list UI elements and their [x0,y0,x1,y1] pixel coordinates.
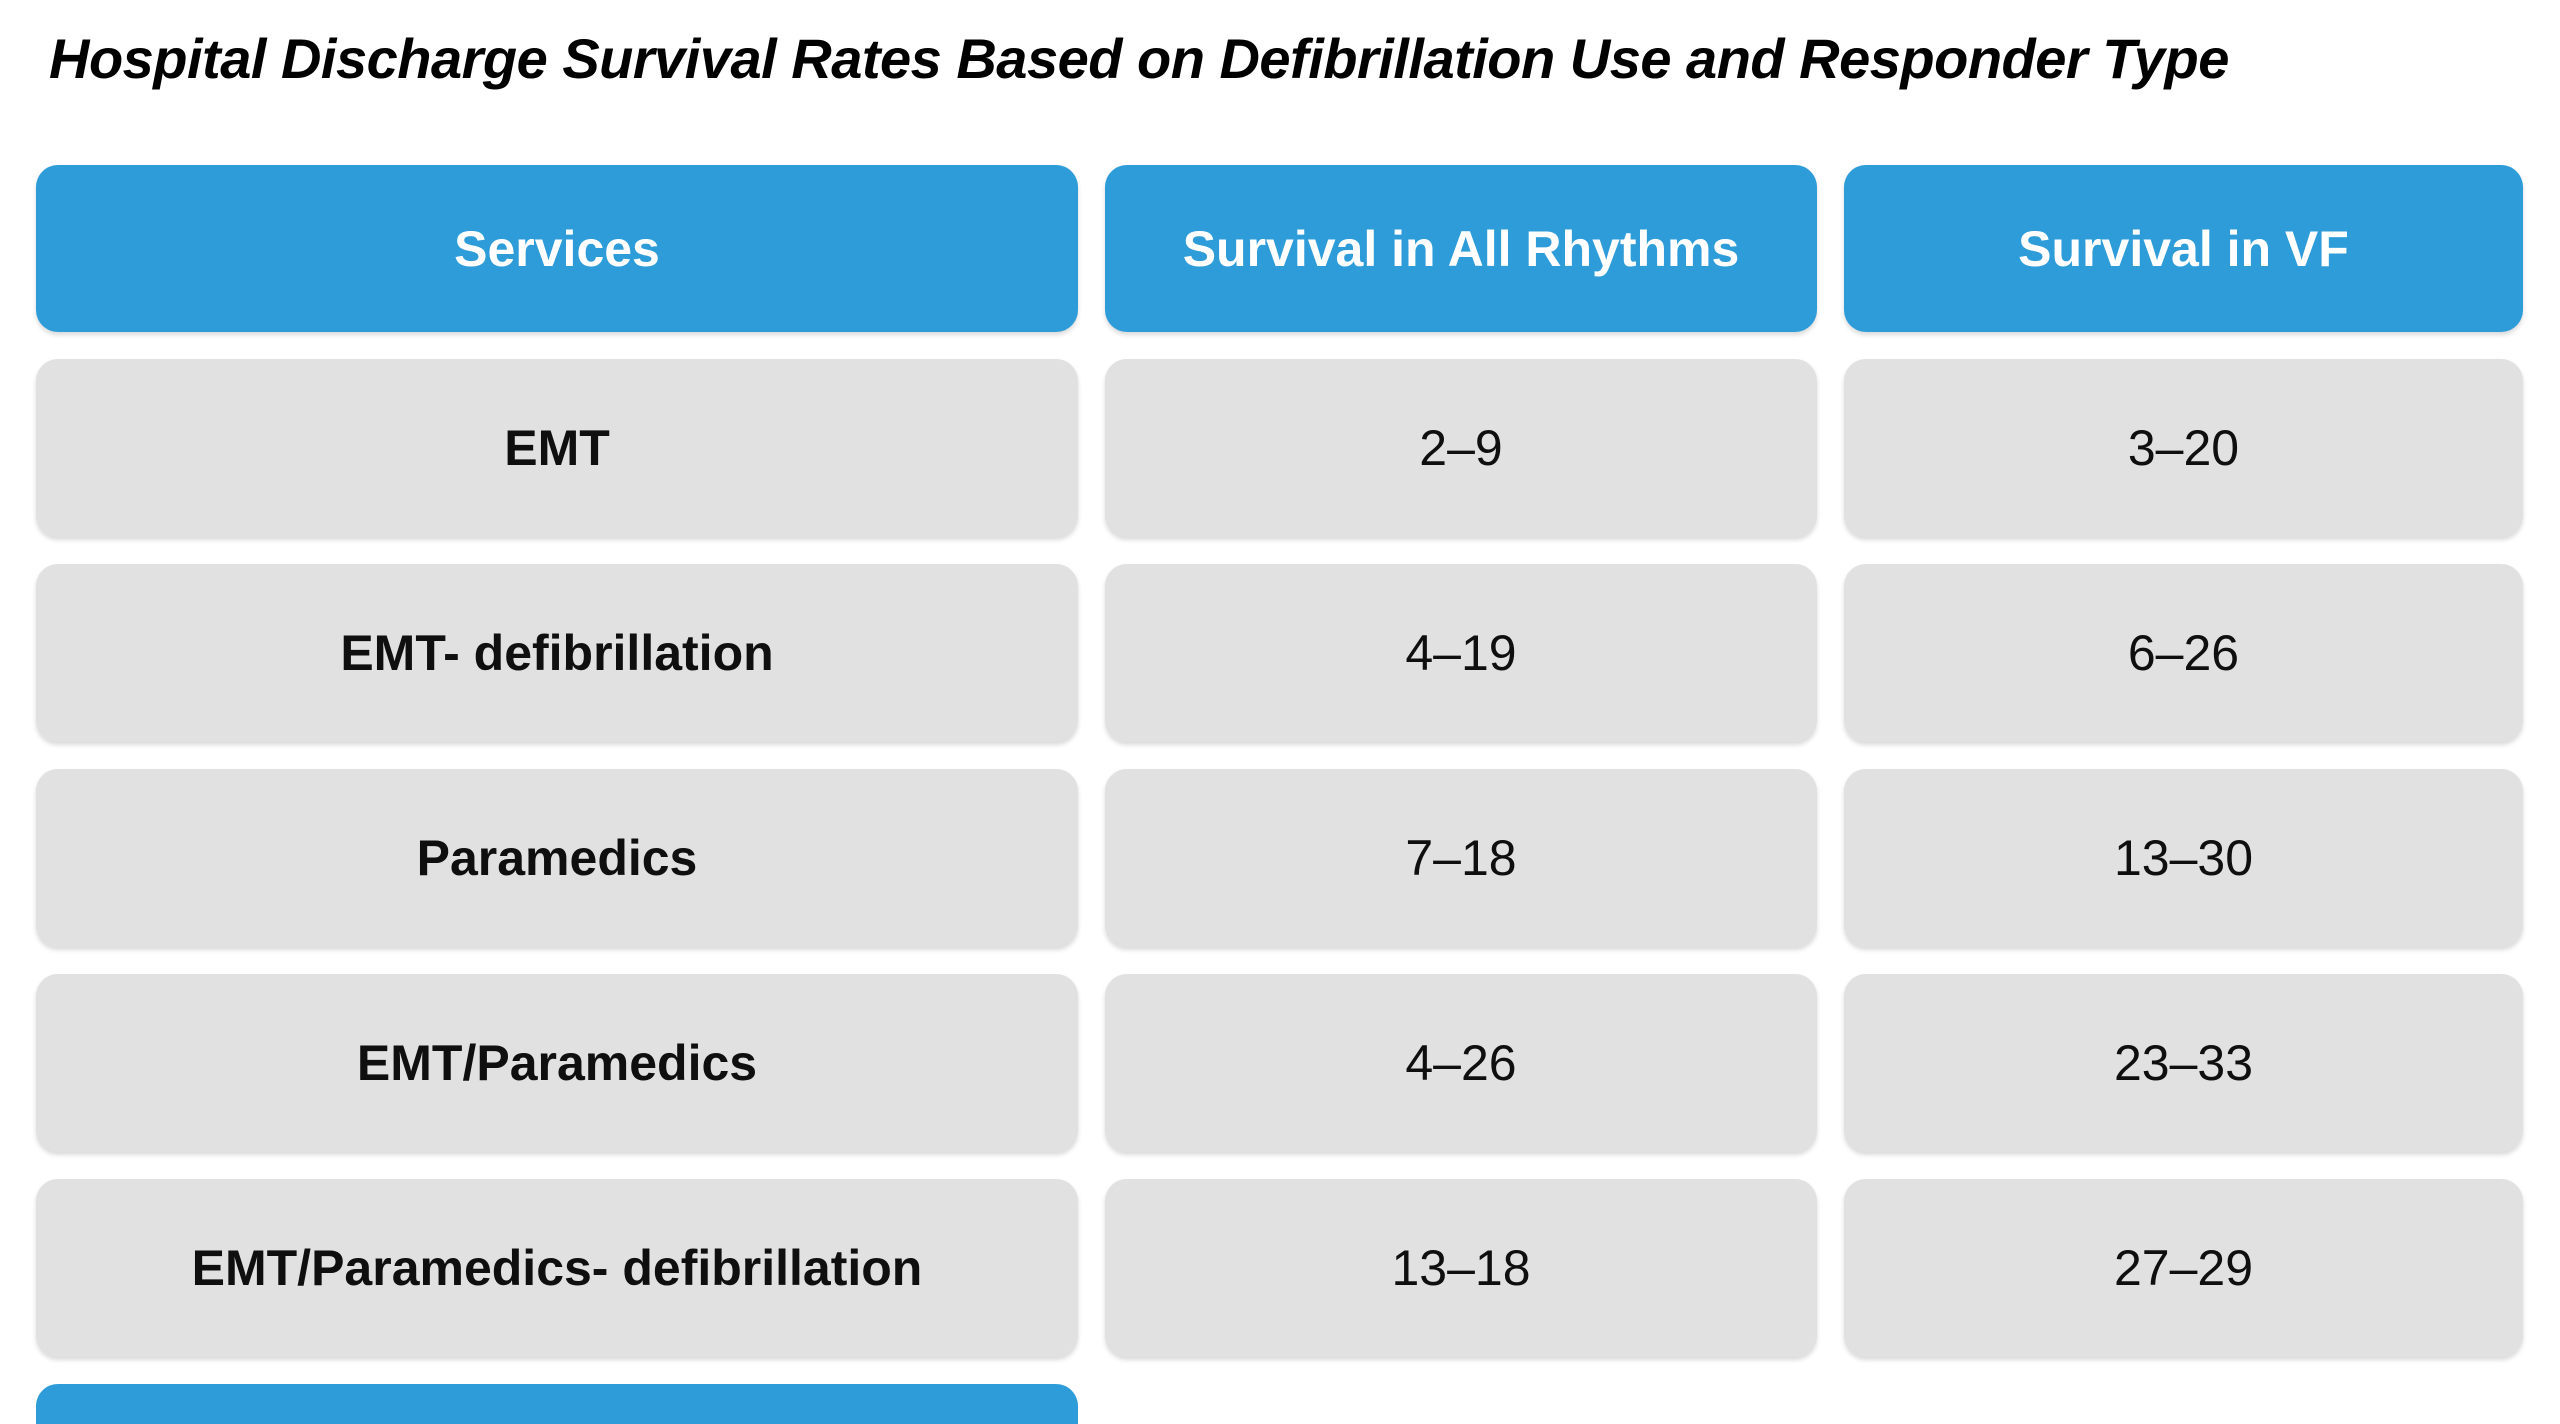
cell-vf-paramedics: 13–30 [1844,769,2523,947]
cell-all-rhythms-emt-paramedics: 4–26 [1105,974,1817,1152]
column-header-all-rhythms: Survival in All Rhythms [1105,165,1817,332]
cell-vf-emt: 3–20 [1844,359,2523,537]
cell-all-rhythms-emt-defibrillation: 4–19 [1105,564,1817,742]
cell-vf-emt-paramedics: 23–33 [1844,974,2523,1152]
cell-service-paramedics: Paramedics [36,769,1078,947]
cell-service-emt-paramedics: EMT/Paramedics [36,974,1078,1152]
cell-vf-emt-defibrillation: 6–26 [1844,564,2523,742]
cell-all-rhythms-emt-paramedics-defibrillation: 13–18 [1105,1179,1817,1357]
cell-service-emt: EMT [36,359,1078,537]
column-header-vf: Survival in VF [1844,165,2523,332]
survival-table: Services Survival in All Rhythms Surviva… [36,165,2523,1357]
cutoff-header-bar [36,1384,1078,1424]
column-header-services: Services [36,165,1078,332]
cell-all-rhythms-emt: 2–9 [1105,359,1817,537]
page-title: Hospital Discharge Survival Rates Based … [49,27,2229,90]
cell-service-emt-paramedics-defibrillation: EMT/Paramedics- defibrillation [36,1179,1078,1357]
cell-all-rhythms-paramedics: 7–18 [1105,769,1817,947]
cell-service-emt-defibrillation: EMT- defibrillation [36,564,1078,742]
cell-vf-emt-paramedics-defibrillation: 27–29 [1844,1179,2523,1357]
